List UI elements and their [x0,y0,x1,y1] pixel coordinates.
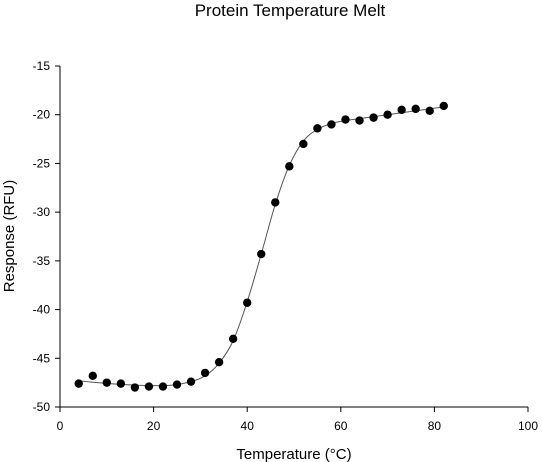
data-point [243,298,252,307]
y-tick-label: -20 [33,108,51,122]
data-point [172,380,182,389]
x-axis-label: Temperature (°C) [236,446,351,462]
plot-area: 0 20 40 60 80 100 -50 -45 -40 -35 -30 -25 -20 -15 [33,59,539,433]
data-point [397,105,406,115]
data-point [144,382,154,391]
data-point [116,379,126,388]
data-point [130,383,140,392]
x-tick-label: 0 [57,419,64,433]
y-tick-label: -25 [33,156,51,170]
y-tick-label: -40 [33,303,51,317]
y-axis-label: Response (RFU) [1,180,18,293]
data-point [383,110,392,119]
x-tick-label: 80 [428,419,442,433]
data-point [327,120,336,129]
x-tick-label: 60 [334,419,348,433]
data-point [158,382,168,391]
data-point [425,106,434,116]
fit-line [78,106,444,387]
data-point [439,101,448,111]
data-point [369,113,378,122]
chart-title: Protein Temperature Melt [195,1,386,20]
y-tick-label: -50 [33,400,51,414]
data-point [285,162,294,171]
y-tick-label: -15 [33,59,51,73]
x-tick-label: 20 [147,419,161,433]
data-point [74,379,83,388]
x-tick-label: 100 [518,419,538,433]
data-point [228,334,238,343]
data-point [200,368,210,378]
data-point [102,378,112,387]
data-point [271,198,280,207]
x-tick-label: 40 [241,419,255,433]
y-tick-label: -30 [33,205,51,219]
data-point [88,371,97,381]
data-point [186,377,196,386]
y-tick-label: -35 [33,254,51,268]
data-point [411,104,420,114]
data-point [299,139,308,149]
data-point [355,116,364,125]
data-point [257,249,266,259]
data-point [341,115,350,124]
data-point [313,124,322,133]
data-point [214,357,224,367]
y-tick-label: -45 [33,351,51,365]
